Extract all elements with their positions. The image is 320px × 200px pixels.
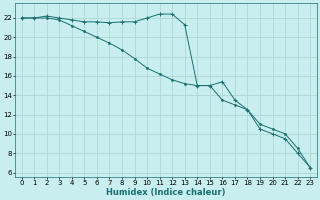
X-axis label: Humidex (Indice chaleur): Humidex (Indice chaleur) bbox=[106, 188, 226, 197]
